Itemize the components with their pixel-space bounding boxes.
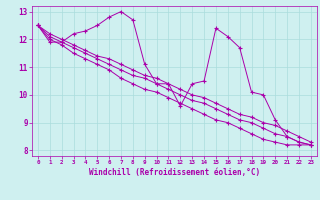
X-axis label: Windchill (Refroidissement éolien,°C): Windchill (Refroidissement éolien,°C) — [89, 168, 260, 177]
